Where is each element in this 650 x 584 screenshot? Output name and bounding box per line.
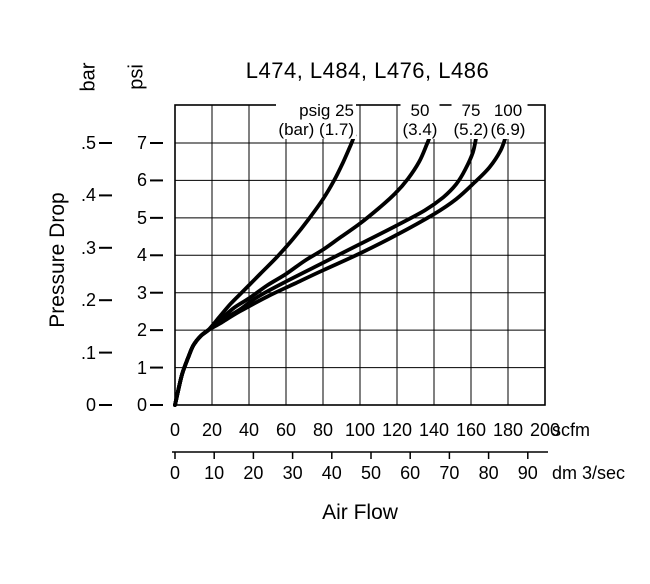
dm3sec-tick-label: 0 [169, 463, 181, 483]
psi-tick-label: 2 [136, 320, 147, 341]
dm3sec-tick-label: 20 [243, 463, 264, 483]
psi-tick-label: 5 [136, 207, 147, 228]
curve-label-100psig: 100 (6.9) [488, 101, 528, 139]
curve-label-50psig-line2: (3.4) [402, 120, 438, 139]
curve-label-25psig-line1: psig 25 [299, 101, 354, 120]
dm3sec-tick-label: 50 [360, 463, 381, 483]
x-axis-title: Air Flow [322, 501, 398, 524]
psi-tick-label: 4 [136, 245, 147, 266]
bar-tick-label: .3 [80, 237, 96, 258]
psi-tick-label: 7 [136, 133, 147, 153]
dm3sec-tick-label: 80 [478, 463, 499, 483]
curve-label-25psig: psig 25 (bar) (1.7) [276, 101, 356, 139]
scfm-tick-label: 160 [455, 420, 487, 440]
dm3sec-tick-label: 40 [321, 463, 342, 483]
curve-label-100psig-line2: (6.9) [490, 120, 526, 139]
scfm-tick-label: 60 [275, 420, 297, 440]
scfm-tick-label: 120 [381, 420, 413, 440]
curve-label-75psig: 75 (5.2) [451, 101, 491, 139]
curve-label-50psig: 50 (3.4) [400, 101, 440, 139]
chart-title: L474, L484, L476, L486 [245, 58, 490, 83]
scfm-tick-label: 40 [238, 420, 260, 440]
curve-psig-50-bar-3-4- [173, 133, 433, 407]
scfm-tick-label: 100 [344, 420, 376, 440]
bar-tick-label: .4 [80, 185, 96, 206]
dm3sec-tick-label: 10 [204, 463, 225, 483]
curve-label-25psig-line2: (bar) (1.7) [278, 120, 354, 139]
dm3sec-tick-label: 70 [439, 463, 460, 483]
dm3sec-tick-label: 60 [400, 463, 421, 483]
dm3sec-unit-label: dm 3/sec [552, 463, 626, 483]
scfm-tick-label: 0 [169, 420, 181, 440]
dm3sec-tick-label: 30 [282, 463, 303, 483]
curve-label-75psig-line1: 75 [461, 101, 481, 120]
scfm-tick-label: 80 [312, 420, 334, 440]
psi-tick-label: 0 [136, 395, 147, 415]
curve-label-100psig-line1: 100 [493, 101, 523, 120]
curve-label-50psig-line1: 50 [410, 101, 430, 120]
scfm-unit-label: scfm [552, 420, 590, 440]
bar-tick-label: .2 [80, 290, 96, 311]
psi-tick-label: 3 [136, 282, 147, 303]
psi-tick-label: 6 [136, 170, 147, 191]
scfm-tick-label: 20 [201, 420, 223, 440]
curve-label-75psig-line2: (5.2) [453, 120, 489, 139]
bar-tick-label: .1 [80, 342, 96, 363]
curve-psig-100-bar-6-9- [173, 133, 508, 407]
dm3sec-tick-label: 90 [517, 463, 538, 483]
scfm-tick-label: 200 [529, 420, 561, 440]
bar-tick-label: 0 [85, 395, 96, 415]
scfm-tick-label: 180 [492, 420, 524, 440]
scfm-tick-label: 140 [418, 420, 450, 440]
bar-tick-label: .5 [80, 133, 96, 153]
psi-tick-label: 1 [136, 357, 147, 378]
